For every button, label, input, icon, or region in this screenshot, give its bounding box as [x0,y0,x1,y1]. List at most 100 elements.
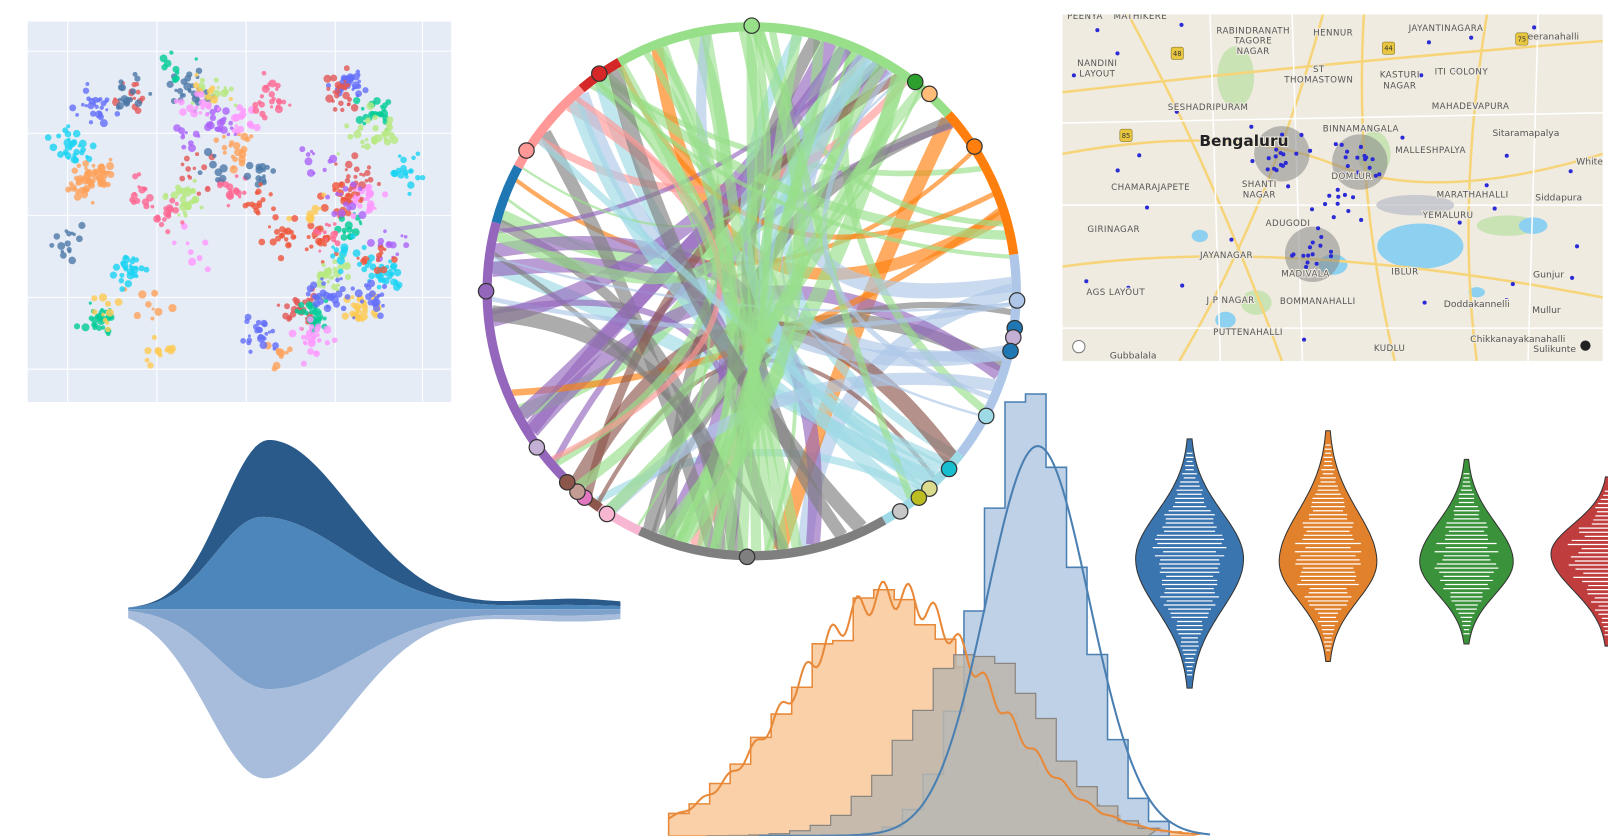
scatter-dot [112,263,121,271]
streamgraph [128,439,621,779]
scatter-dot [258,101,265,108]
scatter-dot [177,87,184,95]
chord-node [906,73,924,91]
scatter-dot [91,309,98,315]
scatter-dot [72,157,80,164]
scatter-dot [144,347,152,355]
scatter-dot [318,310,322,315]
location-dot [1328,249,1334,254]
scatter-dot [350,233,356,240]
scatter-dot [272,342,279,349]
place-label: NAGAR [1237,47,1270,57]
scatter-dot [154,307,163,316]
scatter-dot [252,101,259,109]
scatter-dot [340,196,345,201]
place-label: SHANTI [1242,180,1277,190]
scatter-dot [355,191,361,197]
scene: Bengaluru PEENYA MATHIKERE RABINDRANATHTAGO… [27,14,1608,836]
scatter-panel [27,21,452,402]
place-label: KUDLU [1374,344,1405,354]
scatter-dot [391,256,398,263]
scatter-dot [407,181,415,189]
place-label: MAHADEVAPURA [1432,102,1510,112]
chord-ribbon [517,44,852,420]
location-dot [1174,109,1179,114]
scatter-dot [87,172,92,177]
scatter-dot [395,252,400,257]
location-dot [1294,151,1299,156]
scatter-dot [339,277,343,281]
scatter-dot [304,247,309,252]
scatter-dot [192,166,197,171]
scatter-dot [179,203,187,211]
scatter-dot [338,215,345,222]
scatter-dot [180,222,188,230]
scatter-dot [360,106,365,111]
scatter-dot [389,241,397,249]
place-label: JAYANAGAR [1199,251,1253,261]
scatter-dot [326,280,331,284]
scatter-dot [420,174,426,181]
scatter-dot [366,165,372,170]
chord-ribbon [657,44,789,551]
scatter-dot [187,144,196,153]
scatter-dot [330,253,336,259]
scatter-dot [323,298,329,304]
scatter-dot [353,166,360,173]
scatter-dot [186,104,194,113]
scatter-dot [359,299,365,304]
scatter-dot [174,201,179,206]
chord-arc [637,516,887,561]
scatter-dot [329,275,335,280]
scatter-dot [123,100,131,107]
scatter-dot [336,256,345,265]
scatter-dot [222,134,226,139]
scatter-dot [331,283,338,291]
scatter-dot [89,142,97,150]
scatter-dot [94,314,100,320]
scatter-dot [361,304,369,311]
scatter-dot [147,362,154,369]
scatter-dot [260,319,268,327]
scatter-dot [204,266,211,273]
stream-layer [128,610,621,779]
scatter-dot [240,107,247,114]
scatter-dot [244,136,251,143]
scatter-dot [332,107,338,112]
scatter-dot [355,115,364,124]
scatter-dot [180,162,185,167]
scatter-dot [345,82,351,88]
scatter-dot [404,172,409,176]
scatter-dot [104,97,110,103]
scatter-dot [228,86,234,92]
scatter-dot [133,311,141,320]
scatter-dot [180,134,186,140]
scatter-dot [307,348,314,355]
scatter-dot [106,331,111,337]
scatter-dot [415,151,421,156]
scatter-dot [155,216,161,222]
scatter-dot [381,191,389,198]
location-dot [1574,244,1580,249]
location-dot [1365,173,1370,178]
place-label: NAGAR [1243,190,1276,200]
scatter-dot [286,215,293,222]
scatter-dot [53,233,61,240]
scatter-dot [124,280,132,288]
place-label: Veeranahalli [1522,31,1579,42]
scatter-dot [246,337,253,344]
scatter-dot [226,132,231,137]
location-dot [1274,168,1279,173]
location-dot [1084,279,1089,284]
scatter-dot [367,299,374,306]
scatter-dot [247,334,251,338]
scatter-dot [100,307,104,312]
scatter-dot [300,334,306,340]
scatter-dot [306,234,311,240]
location-dot [1350,195,1356,200]
scatter-dot [232,156,238,163]
scatter-dot [252,107,260,114]
scatter-dot [183,213,188,218]
park [1240,290,1272,315]
scatter-dot [179,175,186,182]
